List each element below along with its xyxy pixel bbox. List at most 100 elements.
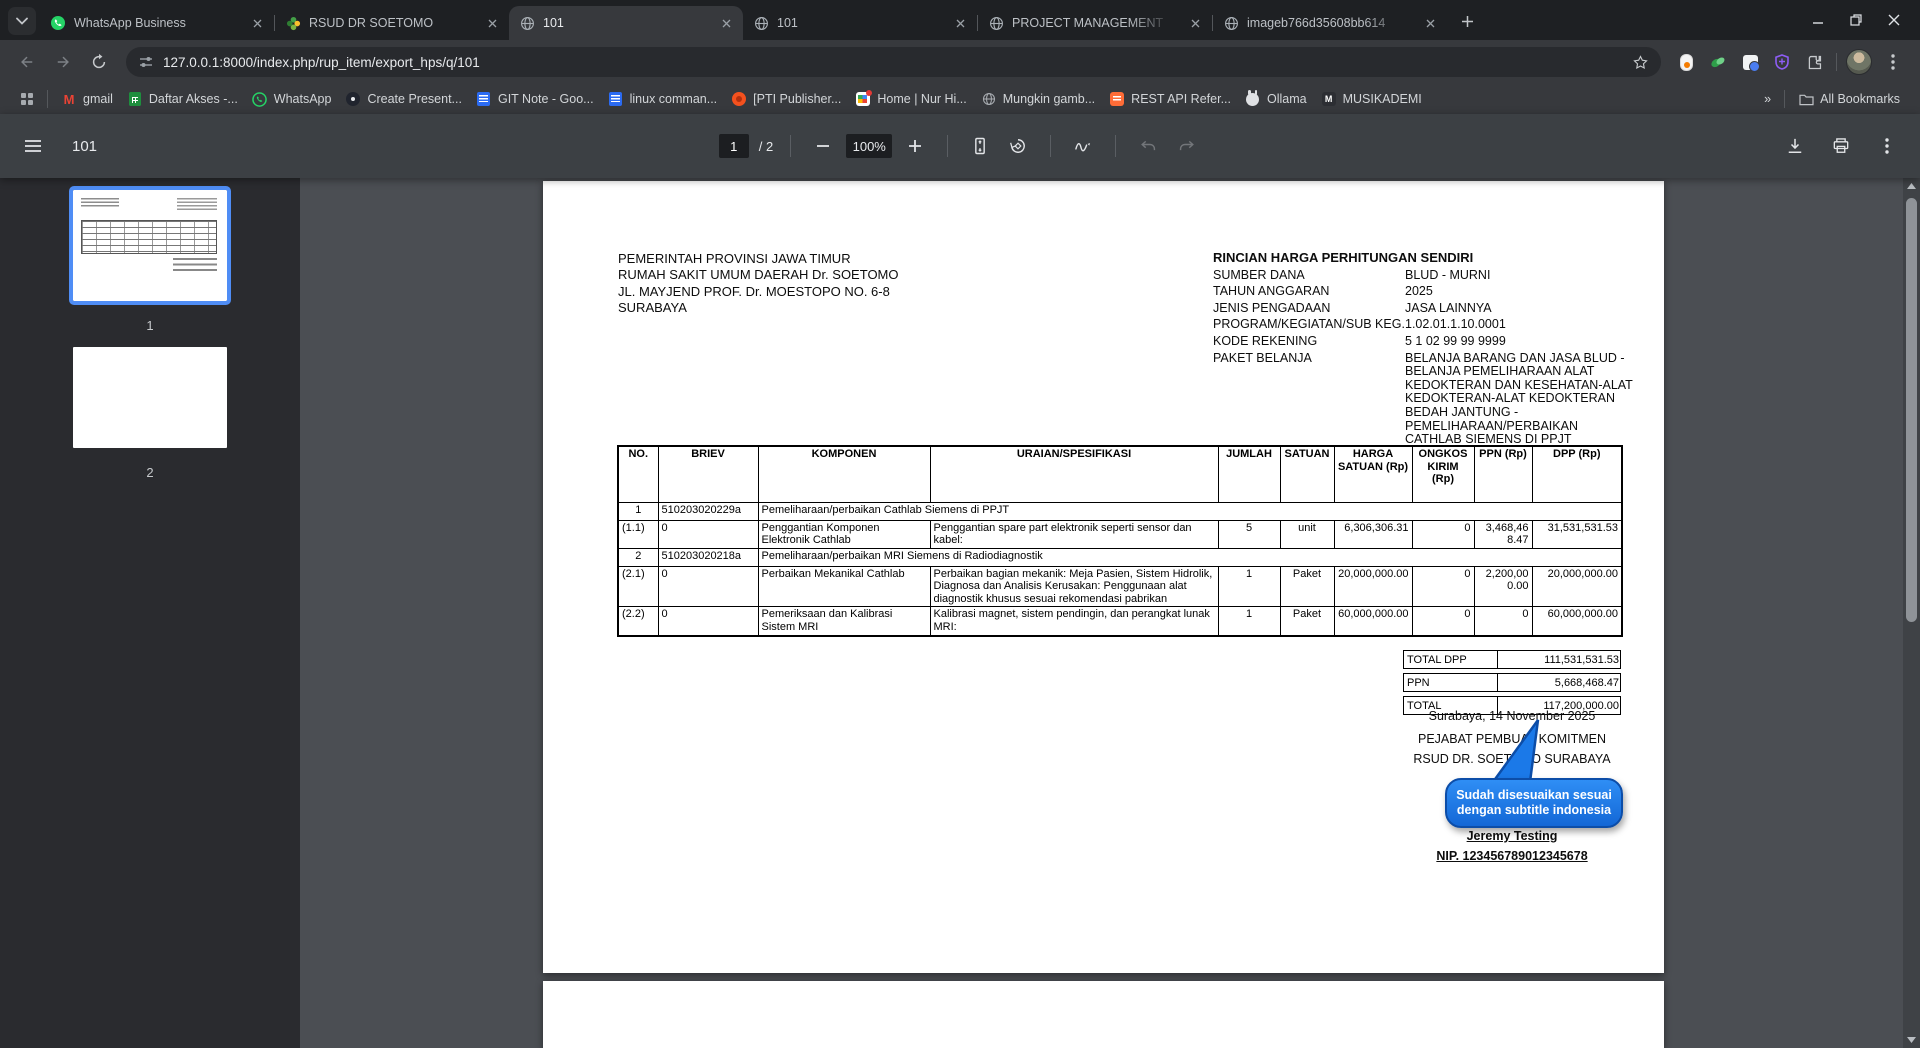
toolbar-separator bbox=[1050, 135, 1052, 157]
profile-avatar[interactable] bbox=[1844, 47, 1874, 77]
green-leaf-extension-icon[interactable] bbox=[1703, 47, 1733, 77]
bookmark-label: gmail bbox=[83, 92, 113, 106]
bookmark-daftar-akses[interactable]: Daftar Akses -... bbox=[121, 88, 244, 110]
new-tab-button[interactable] bbox=[1453, 7, 1481, 35]
tab-rsud-dr-soetomo[interactable]: RSUD DR SOETOMO bbox=[275, 6, 509, 40]
rotate-button[interactable] bbox=[1003, 131, 1033, 161]
bookmark-linux-commands[interactable]: linux comman... bbox=[602, 88, 724, 110]
presentation-icon bbox=[345, 91, 361, 107]
minimize-icon bbox=[1813, 22, 1823, 24]
shield-extension-icon[interactable] bbox=[1767, 47, 1797, 77]
undo-icon bbox=[1140, 140, 1155, 150]
pdf-page-1: PEMERINTAH PROVINSI JAWA TIMUR RUMAH SAK… bbox=[543, 181, 1664, 973]
bookmark-label: [PTI Publisher... bbox=[753, 92, 842, 106]
close-icon[interactable] bbox=[1186, 14, 1204, 32]
tab-101[interactable]: 101 bbox=[743, 6, 977, 40]
bookmark-create-present[interactable]: Create Present... bbox=[339, 88, 468, 110]
tab-whatsapp-business[interactable]: WhatsApp Business bbox=[40, 6, 274, 40]
tab-101-active[interactable]: 101 bbox=[509, 6, 743, 40]
close-icon[interactable] bbox=[717, 14, 735, 32]
print-button[interactable] bbox=[1826, 131, 1856, 161]
meta-label: PAKET BELANJA bbox=[1213, 350, 1312, 365]
scrollbar-thumb[interactable] bbox=[1906, 198, 1917, 622]
meta-row: PAKET BELANJA BELANJA BARANG DAN JASA BLU… bbox=[1213, 350, 1635, 447]
back-button[interactable] bbox=[10, 45, 44, 79]
reload-button[interactable] bbox=[82, 45, 116, 79]
three-dots-icon bbox=[1891, 54, 1895, 70]
redo-button[interactable] bbox=[1171, 131, 1201, 161]
scroll-down-icon[interactable] bbox=[1903, 1032, 1920, 1048]
apps-grid-button[interactable] bbox=[14, 86, 40, 112]
password-extension-icon[interactable] bbox=[1671, 47, 1701, 77]
tab-strip: WhatsApp Business RSUD DR SOETOMO 101 10… bbox=[0, 0, 1920, 40]
bookmark-ollama[interactable]: Ollama bbox=[1239, 88, 1313, 110]
cell-no: (2.1) bbox=[617, 565, 659, 608]
bookmark-star-icon[interactable] bbox=[1632, 54, 1649, 71]
bookmark-musikademi[interactable]: M MUSIKADEMI bbox=[1315, 88, 1428, 110]
minimize-button[interactable] bbox=[1804, 6, 1832, 34]
close-icon[interactable] bbox=[248, 14, 266, 32]
callout-tail bbox=[1490, 719, 1540, 784]
forward-button[interactable] bbox=[46, 45, 80, 79]
arrow-left-icon bbox=[21, 56, 33, 68]
zoom-level[interactable]: 100% bbox=[846, 134, 893, 158]
pdf-more-options-button[interactable] bbox=[1872, 131, 1902, 161]
bookmarks-overflow-button[interactable]: » bbox=[1764, 92, 1772, 106]
close-icon[interactable] bbox=[483, 14, 501, 32]
cell-group-text: Pemeliharaan/perbaikan MRI Siemens di Ra… bbox=[757, 547, 1623, 567]
col-header: ONGKOS KIRIM (Rp) bbox=[1411, 445, 1475, 503]
cell-harga: 6,306,306.31 bbox=[1333, 519, 1413, 549]
url-text[interactable]: 127.0.0.1:8000/index.php/rup_item/export… bbox=[163, 54, 480, 70]
bookmark-mungkin-gambar[interactable]: Mungkin gamb... bbox=[975, 88, 1101, 110]
close-icon[interactable] bbox=[1421, 14, 1439, 32]
close-window-button[interactable] bbox=[1880, 6, 1908, 34]
tab-image[interactable]: imageb766d35608bb614 bbox=[1213, 6, 1447, 40]
device-sync-extension-icon[interactable] bbox=[1735, 47, 1765, 77]
download-button[interactable] bbox=[1780, 131, 1810, 161]
tab-title: RSUD DR SOETOMO bbox=[309, 16, 434, 30]
bookmark-whatsapp[interactable]: WhatsApp bbox=[246, 88, 338, 110]
redo-icon bbox=[1179, 140, 1194, 150]
meta-value: 2025 bbox=[1405, 284, 1433, 299]
fit-to-page-button[interactable] bbox=[965, 131, 995, 161]
tab-project-management[interactable]: PROJECT MANAGEMENT bbox=[978, 6, 1212, 40]
thumbnail-panel: 1 2 bbox=[0, 178, 300, 1048]
site-settings-icon[interactable] bbox=[138, 54, 154, 70]
zoom-in-button[interactable] bbox=[900, 131, 930, 161]
page-count-label: / 2 bbox=[758, 138, 774, 154]
meta-label: PROGRAM/KEGIATAN/SUB KEG. bbox=[1213, 317, 1405, 332]
bookmark-home-nur[interactable]: Home | Nur Hi... bbox=[849, 88, 972, 110]
all-bookmarks-button[interactable]: All Bookmarks bbox=[1792, 88, 1906, 110]
document-org-header: PEMERINTAH PROVINSI JAWA TIMUR RUMAH SAK… bbox=[618, 251, 899, 317]
bookmark-pti-publisher[interactable]: [PTI Publisher... bbox=[725, 88, 847, 110]
bookmark-git-note[interactable]: GIT Note - Goo... bbox=[470, 88, 600, 110]
org-line: RUMAH SAKIT UMUM DAERAH Dr. SOETOMO bbox=[618, 267, 899, 283]
annotate-button[interactable] bbox=[1068, 131, 1098, 161]
callout-bubble: Sudah disesuaikan sesuai dengan subtitle… bbox=[1445, 778, 1623, 828]
meta-label: TAHUN ANGGARAN bbox=[1213, 284, 1330, 299]
org-line: PEMERINTAH PROVINSI JAWA TIMUR bbox=[618, 251, 851, 266]
tab-separator bbox=[977, 15, 978, 31]
total-label: TOTAL bbox=[1404, 697, 1498, 714]
extensions-puzzle-icon[interactable] bbox=[1799, 47, 1829, 77]
address-bar[interactable]: 127.0.0.1:8000/index.php/rup_item/export… bbox=[126, 47, 1661, 77]
undo-button[interactable] bbox=[1133, 131, 1163, 161]
bookmark-label: GIT Note - Goo... bbox=[497, 92, 594, 106]
cell-satuan: Paket bbox=[1279, 565, 1335, 608]
thumbnail-page-1[interactable] bbox=[69, 186, 231, 305]
pdf-menu-button[interactable] bbox=[18, 131, 48, 161]
cell-no: 2 bbox=[617, 547, 659, 567]
scroll-up-icon[interactable] bbox=[1903, 178, 1920, 194]
restore-button[interactable] bbox=[1842, 6, 1870, 34]
page-number-input[interactable] bbox=[718, 134, 749, 158]
thumbnail-page-2[interactable] bbox=[73, 347, 227, 448]
scrollbar[interactable] bbox=[1903, 178, 1920, 1048]
close-icon[interactable] bbox=[951, 14, 969, 32]
bookmark-rest-api[interactable]: REST API Refer... bbox=[1103, 88, 1237, 110]
browser-menu-button[interactable] bbox=[1876, 45, 1910, 79]
tab-search-button[interactable] bbox=[8, 7, 36, 35]
meta-row: SUMBER DANA BLUD - MURNI bbox=[1213, 268, 1635, 283]
zoom-out-button[interactable] bbox=[808, 131, 838, 161]
meta-row: PROGRAM/KEGIATAN/SUB KEG. 1.02.01.1.10.00… bbox=[1213, 318, 1635, 332]
